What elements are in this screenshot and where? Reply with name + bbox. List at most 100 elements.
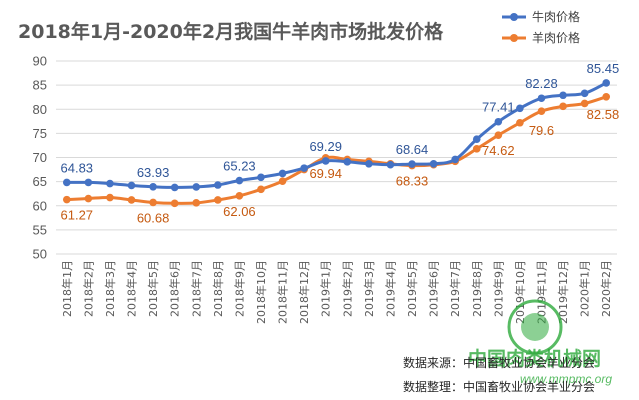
data-point [321, 157, 330, 165]
data-point [214, 196, 222, 204]
watermark-logo [507, 299, 563, 355]
data-point [62, 178, 71, 187]
x-tick-label: 2018年4月 [125, 260, 139, 317]
data-point [278, 177, 287, 185]
data-label: 65.23 [223, 159, 256, 174]
x-tick-label: 2018年8月 [211, 260, 225, 317]
data-point [408, 160, 416, 168]
data-label: 82.28 [525, 76, 558, 91]
data-label: 79.6 [529, 123, 554, 138]
data-point [365, 159, 373, 168]
series-lines [62, 79, 611, 208]
x-tick-label: 2019年6月 [427, 260, 441, 317]
footer-source: 数据来源：中国畜牧业协会羊业分会 [403, 355, 595, 370]
x-tick-label: 2019年10月 [513, 260, 527, 324]
y-tick-label: 50 [33, 247, 47, 262]
x-tick-label: 2019年5月 [405, 260, 419, 317]
data-label: 85.45 [587, 61, 620, 76]
data-point [106, 193, 114, 202]
y-axis: 50 55 60 65 70 75 80 85 90 [33, 54, 47, 262]
footer-compiled: 数据整理：中国畜牧业协会羊业分会 [403, 379, 595, 394]
data-point [537, 94, 546, 103]
x-tick-label: 2019年11月 [534, 260, 548, 324]
x-tick-label: 2019年12月 [556, 260, 570, 324]
data-point [537, 107, 546, 115]
data-point [559, 91, 567, 100]
x-tick-label: 2018年12月 [297, 260, 311, 324]
data-point [257, 185, 265, 194]
x-tick-label: 2018年1月 [60, 260, 74, 317]
data-point [602, 79, 611, 87]
data-label: 61.27 [61, 208, 94, 223]
data-label: 64.83 [61, 160, 94, 175]
y-tick-label: 75 [33, 126, 47, 141]
data-point [343, 158, 352, 166]
x-tick-label: 2018年7月 [189, 260, 203, 317]
x-tick-label: 2020年1月 [578, 260, 592, 317]
data-point [580, 99, 589, 108]
watermark-url: www.mmpmc.org [520, 372, 612, 386]
y-tick-label: 80 [33, 102, 47, 117]
legend-label-beef: 牛肉价格 [532, 9, 580, 24]
x-tick-label: 2019年4月 [383, 260, 397, 317]
x-tick-label: 2018年9月 [232, 260, 246, 317]
y-tick-label: 85 [33, 78, 47, 93]
data-point [257, 173, 265, 182]
data-point [149, 182, 157, 191]
data-point [516, 118, 524, 127]
watermark-logo-center [521, 313, 549, 341]
x-tick-label: 2019年8月 [470, 260, 484, 317]
data-point [559, 102, 567, 111]
data-point [127, 196, 136, 204]
data-label: 68.64 [396, 142, 429, 157]
data-point [235, 192, 244, 200]
data-label: 69.29 [309, 139, 342, 154]
x-tick-label: 2019年9月 [491, 260, 505, 317]
watermark-site-name: 中国肉类机械网 [468, 347, 601, 370]
data-point [84, 178, 93, 187]
data-label: 69.94 [309, 166, 342, 181]
data-point [170, 199, 179, 208]
data-point [62, 195, 71, 204]
data-label: 82.58 [587, 107, 620, 122]
data-point [494, 131, 503, 140]
x-tick-label: 2018年6月 [168, 260, 182, 317]
data-point [516, 104, 524, 113]
data-point [192, 183, 201, 191]
x-tick-label: 2019年7月 [448, 260, 462, 317]
legend-label-mutton: 羊肉价格 [532, 30, 580, 45]
x-tick-label: 2018年2月 [81, 260, 95, 317]
data-point [192, 199, 201, 207]
x-tick-label: 2018年11月 [276, 260, 290, 324]
y-tick-label: 55 [33, 222, 47, 237]
data-label: 63.93 [137, 165, 170, 180]
y-tick-label: 65 [33, 174, 47, 189]
x-tick-label: 2020年2月 [599, 260, 613, 317]
legend-marker-beef [510, 13, 518, 21]
data-label: 62.06 [223, 204, 256, 219]
data-label: 68.33 [396, 174, 429, 189]
data-labels: 64.83 63.93 65.23 69.29 68.64 77.41 82.28 85.45… [61, 61, 620, 226]
x-axis: 2018年1月 2018年2月 2018年3月 2018年4月 2018年5月 2018年… [60, 260, 613, 324]
chart-title: 2018年1月-2020年2月我国牛羊肉市场批发价格 [18, 20, 444, 43]
data-point [106, 179, 114, 188]
data-label: 74.62 [482, 143, 515, 158]
data-point [149, 198, 157, 207]
watermark: 中国肉类机械网 www.mmpmc.org [468, 299, 612, 386]
legend-marker-mutton [510, 34, 518, 42]
y-tick-label: 90 [33, 54, 47, 69]
data-point [127, 181, 136, 190]
y-tick-label: 60 [33, 198, 47, 213]
data-point [580, 89, 589, 98]
data-point [235, 176, 244, 185]
x-tick-label: 2018年5月 [146, 260, 160, 317]
x-tick-label: 2018年10月 [254, 260, 268, 324]
data-point [451, 155, 459, 164]
x-tick-label: 2018年3月 [103, 260, 117, 317]
x-tick-label: 2019年3月 [362, 260, 376, 317]
data-point [429, 159, 438, 168]
data-point [278, 169, 287, 178]
data-point [472, 145, 481, 153]
data-point [214, 181, 222, 189]
data-point [300, 164, 308, 172]
